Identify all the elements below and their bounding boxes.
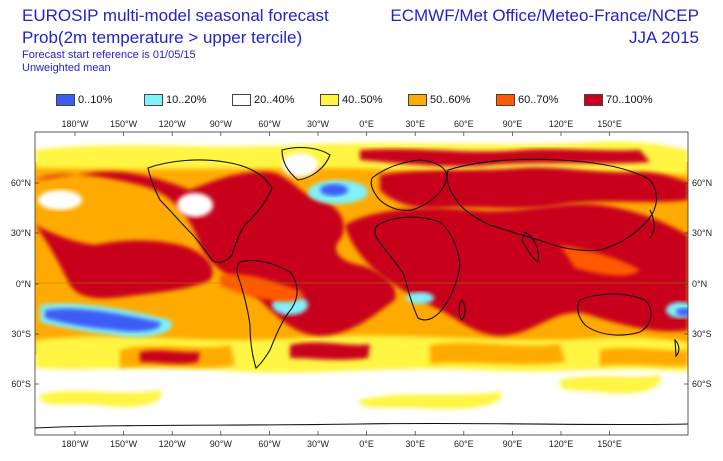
lon-label-top: 180°W (61, 119, 89, 129)
coast-africa (374, 216, 461, 321)
coast-europe (370, 159, 448, 211)
legend-item: 60..70% (496, 93, 558, 107)
legend-label: 10..20% (166, 94, 207, 106)
legend-label: 20..40% (254, 94, 295, 106)
lat-label-right: 30°N (692, 228, 712, 238)
lat-label-right: 60°S (692, 379, 712, 389)
legend-item: 0..10% (56, 93, 112, 107)
lon-label-top: 120°W (159, 119, 187, 129)
lon-label-bottom: 90°W (210, 439, 233, 449)
coast-south-america (236, 259, 298, 369)
lon-label-bottom: 30°E (405, 439, 425, 449)
lat-label-right: 0°N (692, 279, 707, 289)
field-greenland-white (282, 153, 318, 177)
legend-label: 0..10% (78, 94, 113, 106)
lon-label-bottom: 120°W (159, 439, 187, 449)
legend-item: 20..40% (232, 93, 294, 107)
lon-label-top: 30°W (307, 119, 330, 129)
lon-label-top: 90°W (210, 119, 233, 129)
season-label: JJA 2015 (629, 28, 699, 47)
legend-label: 70..100% (606, 94, 653, 106)
legend-item: 50..60% (408, 93, 470, 107)
legend-item: 70..100% (584, 93, 652, 107)
lon-label-top: 60°E (454, 119, 474, 129)
legend-label: 60..70% (518, 94, 559, 106)
lon-label-bottom: 60°W (258, 439, 281, 449)
coast-greenland (281, 146, 331, 181)
lat-label-left: 60°S (11, 379, 31, 389)
legend-label: 40..50% (342, 94, 383, 106)
coast-asia (446, 158, 658, 252)
lat-labels-left: 60°N 30°N 0°N 30°S 60°S (11, 178, 39, 389)
legend-swatch (144, 94, 163, 106)
legend-swatch (56, 94, 75, 106)
lon-label-top: 90°E (503, 119, 523, 129)
field-south-pacific-verylow (45, 308, 161, 332)
legend-swatch (320, 94, 339, 106)
field-equatorial-orange (220, 245, 640, 302)
lon-label-bottom: 90°E (503, 439, 523, 449)
lat-label-left: 60°N (11, 178, 31, 188)
lon-label-bottom: 120°E (549, 439, 574, 449)
field-pacific-red (35, 171, 396, 336)
legend-swatch (584, 94, 603, 106)
field-southern-orange-patches (120, 342, 688, 368)
coast-north-america (147, 159, 273, 264)
lat-labels-right: 60°N 30°N 0°N 30°S 60°S (684, 178, 712, 389)
legend-item: 40..50% (320, 93, 382, 107)
legend-swatch (232, 94, 251, 106)
title-line-4: Unweighted mean (22, 62, 111, 74)
title-line-1: EUROSIP multi-model seasonal forecast (22, 6, 329, 25)
field-pacific-red-south (35, 225, 213, 299)
lon-label-top: 120°E (549, 119, 574, 129)
legend-swatch (408, 94, 427, 106)
field-west-pacific-verylow (676, 308, 688, 316)
field-eurasia-red (380, 167, 688, 209)
lon-label-top: 60°W (258, 119, 281, 129)
title-line-2: Prob(2m temperature > upper tercile) (22, 28, 303, 47)
lat-label-right: 60°N (692, 178, 712, 188)
lon-label-top: 0°E (359, 119, 374, 129)
field-north-atlantic-verylow (320, 184, 348, 196)
lat-label-left: 30°S (11, 329, 31, 339)
field-southern-yellow-patches (40, 375, 661, 410)
lon-labels-bottom: 180°W 150°W 120°W 90°W 60°W 30°W 0°E 30°E 60°E 90… (61, 431, 622, 449)
legend-swatch (496, 94, 515, 106)
lon-label-bottom: 0°E (359, 439, 374, 449)
coast-new-zealand (674, 338, 680, 358)
map-frame (34, 131, 689, 436)
lat-label-left: 30°N (11, 228, 31, 238)
lon-label-bottom: 30°W (307, 439, 330, 449)
field-southern-red-patches (140, 342, 370, 364)
title-line-3: Forecast start reference is 01/05/15 (22, 49, 196, 61)
lon-label-bottom: 60°E (454, 439, 474, 449)
coast-antarctica (35, 422, 688, 429)
lon-label-bottom: 150°E (597, 439, 622, 449)
coast-japan (649, 209, 655, 239)
lon-labels-top: 180°W 150°W 120°W 90°W 60°W 30°W 0°E 30°E 60°E 90… (61, 119, 622, 136)
coastlines (35, 146, 688, 429)
lon-label-top: 150°W (110, 119, 138, 129)
legend-label: 50..60% (430, 94, 471, 106)
probability-field (35, 132, 688, 435)
legend-item: 10..20% (144, 93, 206, 107)
lat-label-right: 30°S (692, 329, 712, 339)
coast-madagascar (458, 299, 466, 321)
field-east-atlantic-low (406, 292, 434, 304)
lon-label-top: 150°E (597, 119, 622, 129)
coast-india (521, 231, 539, 263)
lon-label-bottom: 150°W (110, 439, 138, 449)
coast-australia (577, 293, 652, 336)
lon-label-bottom: 180°W (61, 439, 89, 449)
source-label: ECMWF/Met Office/Meteo-France/NCEP (390, 6, 699, 25)
field-atlantic-africa-red (345, 203, 688, 336)
field-north-pacific-white (38, 190, 82, 210)
lat-label-left: 0°N (16, 279, 31, 289)
lon-label-top: 30°E (405, 119, 425, 129)
field-north-america-white (177, 193, 213, 217)
